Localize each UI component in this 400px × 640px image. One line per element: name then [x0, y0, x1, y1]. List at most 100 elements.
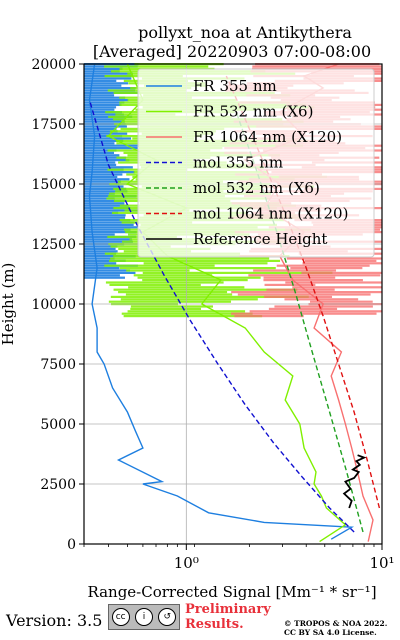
- band-355: [84, 219, 131, 222]
- band-355: [84, 255, 136, 258]
- band-1064: [284, 298, 359, 301]
- band-532: [125, 293, 233, 296]
- band-355: [84, 173, 123, 176]
- band-355: [84, 142, 115, 145]
- chart-subtitle: [Averaged] 20220903 07:00-08:00: [93, 42, 371, 61]
- band-355: [84, 99, 129, 102]
- band-355: [84, 72, 133, 75]
- legend-label: mol 1064 nm (X120): [193, 205, 348, 223]
- band-355: [84, 207, 131, 210]
- band-355: [84, 144, 139, 147]
- band-355: [84, 94, 115, 97]
- band-532: [142, 271, 333, 274]
- band-355: [84, 259, 126, 262]
- band-355: [84, 252, 117, 255]
- band-532: [123, 315, 263, 318]
- band-1064: [276, 264, 370, 267]
- band-355: [84, 91, 138, 94]
- band-532: [137, 276, 261, 279]
- band-355: [84, 132, 128, 135]
- band-1064: [274, 305, 373, 308]
- band-355: [84, 82, 129, 85]
- band-355: [84, 209, 138, 212]
- band-1064: [285, 281, 382, 284]
- band-532: [113, 288, 298, 291]
- band-532: [108, 300, 232, 303]
- band-1064: [290, 267, 363, 270]
- y-tick-label: 5000: [40, 417, 76, 433]
- series-line-reference-height: [342, 454, 367, 509]
- band-355: [84, 262, 117, 265]
- y-tick-label: 10000: [31, 297, 76, 313]
- band-1064: [248, 274, 381, 277]
- band-355: [84, 87, 136, 90]
- band-355: [84, 175, 118, 178]
- band-355: [84, 231, 137, 234]
- band-355: [84, 103, 122, 106]
- band-355: [84, 147, 139, 150]
- band-532: [133, 274, 213, 277]
- y-tick-label: 17500: [31, 117, 76, 133]
- x-tick-label: 10⁰: [174, 554, 199, 572]
- series-line-fr-355-nm: [88, 64, 355, 540]
- band-355: [84, 247, 116, 250]
- legend: FR 355 nm FR 532 nm (X6) FR 1064 nm (X120)…: [137, 68, 375, 258]
- band-355: [84, 199, 127, 202]
- band-355: [84, 139, 124, 142]
- legend-box: [137, 68, 375, 258]
- band-355: [84, 245, 118, 248]
- band-1064: [234, 315, 304, 318]
- band-532: [119, 267, 276, 270]
- band-1064: [302, 262, 382, 265]
- band-355: [84, 115, 133, 118]
- band-355: [84, 166, 133, 169]
- sa-icon: ↺: [158, 608, 177, 626]
- band-355: [84, 171, 135, 174]
- band-1064: [266, 288, 335, 291]
- band-1064: [237, 293, 371, 296]
- band-532: [143, 262, 268, 265]
- band-355: [84, 221, 135, 224]
- legend-label: Reference Height: [193, 230, 327, 248]
- band-532: [105, 281, 224, 284]
- band-355: [84, 84, 122, 87]
- band-355: [84, 240, 133, 243]
- band-355: [84, 163, 117, 166]
- band-355: [84, 185, 124, 188]
- band-1064: [231, 291, 382, 294]
- band-355: [84, 113, 124, 116]
- cc-icon: cc: [111, 608, 130, 626]
- band-355: [84, 190, 128, 193]
- band-355: [84, 96, 126, 99]
- band-355: [84, 178, 130, 181]
- y-tick-label: 7500: [40, 357, 76, 373]
- band-532: [130, 307, 202, 310]
- preliminary-line-2: Results.: [185, 617, 244, 632]
- band-1064: [268, 307, 338, 310]
- chart-title: pollyxt_noa at Antikythera: [138, 23, 352, 42]
- band-355: [84, 154, 120, 157]
- band-532: [126, 269, 190, 272]
- band-355: [84, 118, 125, 121]
- band-532: [142, 279, 248, 282]
- band-355: [84, 168, 124, 171]
- band-532: [118, 291, 228, 294]
- band-355: [84, 127, 117, 130]
- cc-license-badge: cc i ↺: [108, 604, 180, 630]
- band-355: [84, 180, 121, 183]
- band-355: [84, 149, 117, 152]
- by-icon: i: [134, 608, 153, 626]
- y-axis: 0 2500 5000 7500 10000 12500 15000 17500 20000: [31, 57, 84, 553]
- band-355: [84, 67, 123, 70]
- band-355: [84, 228, 131, 231]
- y-tick-label: 2500: [40, 477, 76, 493]
- band-355: [84, 70, 120, 73]
- band-1064: [263, 279, 363, 282]
- legend-label: FR 355 nm: [193, 77, 277, 95]
- band-1064: [301, 271, 382, 274]
- copyright-line-2: CC BY SA 4.0 License.: [284, 628, 377, 637]
- band-532: [110, 295, 309, 298]
- copyright-line-1: © TROPOS & NOA 2022.: [284, 619, 388, 628]
- band-355: [84, 214, 126, 217]
- version-label: Version: 3.5: [6, 611, 103, 630]
